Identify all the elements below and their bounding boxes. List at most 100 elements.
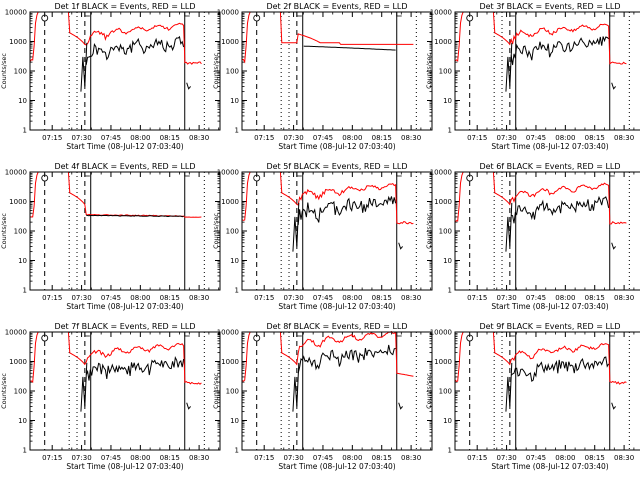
events-tail: [611, 242, 617, 250]
y-tick-label: 1000: [9, 198, 27, 206]
x-tick-label: 07:45: [526, 294, 546, 302]
detector-panel-1f: Det 1f BLACK = Events, RED = LLD Counts/s…: [0, 2, 221, 151]
x-tick-label: 08:30: [189, 134, 209, 142]
x-tick-label: 07:30: [496, 454, 516, 462]
panel-title: Det 8f BLACK = Events, RED = LLD: [266, 322, 407, 331]
top-marker: [184, 332, 190, 337]
x-tick-label: 07:15: [42, 294, 62, 302]
plot-frame: [454, 11, 640, 131]
events-series-line: [510, 356, 610, 382]
x-axis-label: Start Time (08-Jul-12 07:03:40): [66, 302, 183, 311]
events-series-line: [510, 36, 609, 66]
y-axis-label: Counts/sec: [425, 53, 433, 89]
x-tick-label: 07:45: [101, 134, 121, 142]
x-tick-label: 07:30: [283, 454, 303, 462]
detector-panel-7f: Det 7f BLACK = Events, RED = LLD Counts/s…: [0, 322, 221, 471]
x-tick-label: 08:30: [614, 134, 634, 142]
y-tick-label: 10: [18, 97, 27, 105]
y-tick-label: 10000: [5, 169, 27, 177]
x-tick-label: 07:30: [283, 294, 303, 302]
plot-frame: [29, 331, 221, 451]
panel-title: Det 4f BLACK = Events, RED = LLD: [54, 162, 195, 171]
lld-series-line: [241, 171, 414, 225]
lld-series-line: [454, 331, 627, 385]
top-marker: [253, 14, 261, 22]
lld-series-line: [30, 171, 202, 218]
top-marker: [396, 172, 402, 177]
y-tick-label: 1: [235, 127, 239, 135]
top-marker: [609, 332, 615, 337]
events-spike: [505, 362, 513, 412]
x-tick-label: 07:15: [254, 454, 274, 462]
y-axis-label: Counts/sec: [425, 213, 433, 249]
events-spike: [80, 42, 88, 92]
top-marker: [396, 12, 402, 17]
top-marker: [296, 332, 302, 337]
events-spike: [505, 42, 513, 92]
top-marker: [253, 174, 261, 182]
x-tick-label: 07:15: [467, 454, 487, 462]
y-tick-label: 10: [230, 257, 239, 265]
y-tick-label: 10000: [5, 9, 27, 17]
x-tick-label: 08:00: [130, 294, 150, 302]
x-tick-label: 08:15: [160, 294, 180, 302]
lld-series-line: [242, 11, 414, 64]
x-tick-label: 07:30: [283, 134, 303, 142]
y-tick-label: 1000: [221, 198, 239, 206]
y-tick-label: 100: [14, 228, 27, 236]
y-tick-label: 100: [439, 388, 452, 396]
top-marker: [609, 172, 615, 177]
events-series-line: [85, 35, 185, 65]
x-tick-label: 07:15: [42, 454, 62, 462]
top-marker: [184, 172, 190, 177]
panel-title: Det 7f BLACK = Events, RED = LLD: [54, 322, 195, 331]
top-marker: [466, 174, 474, 182]
detector-panel-9f: Det 9f BLACK = Events, RED = LLD Counts/s…: [425, 322, 640, 471]
x-tick-label: 07:15: [467, 294, 487, 302]
y-tick-label: 100: [226, 68, 239, 76]
x-tick-label: 07:30: [71, 454, 91, 462]
x-tick-label: 08:00: [342, 454, 362, 462]
y-axis-label: Counts/sec: [425, 373, 433, 409]
detector-panel-3f: Det 3f BLACK = Events, RED = LLD Counts/s…: [425, 2, 640, 151]
x-tick-label: 08:30: [401, 454, 421, 462]
detector-panel-2f: Det 2f BLACK = Events, RED = LLD Counts/s…: [212, 2, 433, 151]
y-axis-label: Counts/sec: [212, 213, 220, 249]
x-tick-label: 08:00: [555, 454, 575, 462]
y-tick-label: 1000: [434, 198, 452, 206]
top-marker: [509, 332, 515, 337]
y-tick-label: 1: [23, 447, 27, 455]
top-marker: [84, 332, 90, 337]
y-tick-label: 1: [448, 287, 452, 295]
x-tick-label: 08:15: [372, 134, 392, 142]
y-tick-label: 1000: [9, 38, 27, 46]
top-marker: [84, 172, 90, 177]
events-spike: [80, 362, 88, 412]
y-axis-label: Counts/sec: [212, 53, 220, 89]
y-tick-label: 10000: [217, 329, 239, 337]
y-tick-label: 10: [18, 257, 27, 265]
y-tick-label: 10: [443, 97, 452, 105]
x-tick-label: 08:30: [401, 294, 421, 302]
panel-title: Det 3f BLACK = Events, RED = LLD: [479, 2, 620, 11]
panel-title: Det 1f BLACK = Events, RED = LLD: [54, 2, 195, 11]
x-tick-label: 08:15: [372, 454, 392, 462]
plot-frame: [241, 11, 433, 131]
events-spike: [292, 362, 300, 412]
y-tick-label: 10000: [430, 169, 452, 177]
x-axis-label: Start Time (08-Jul-12 07:03:40): [66, 142, 183, 151]
x-tick-label: 07:45: [101, 454, 121, 462]
x-tick-label: 07:45: [313, 134, 333, 142]
x-tick-label: 08:15: [160, 134, 180, 142]
plot-frame: [29, 11, 221, 131]
top-marker: [466, 334, 474, 342]
plot-frame: [29, 171, 221, 291]
x-tick-label: 08:15: [372, 294, 392, 302]
y-tick-label: 10000: [217, 169, 239, 177]
plot-frame: [454, 171, 640, 291]
y-tick-label: 10000: [430, 329, 452, 337]
top-marker: [509, 172, 515, 177]
y-tick-label: 1000: [221, 38, 239, 46]
y-tick-label: 10: [18, 417, 27, 425]
y-tick-label: 1000: [221, 358, 239, 366]
